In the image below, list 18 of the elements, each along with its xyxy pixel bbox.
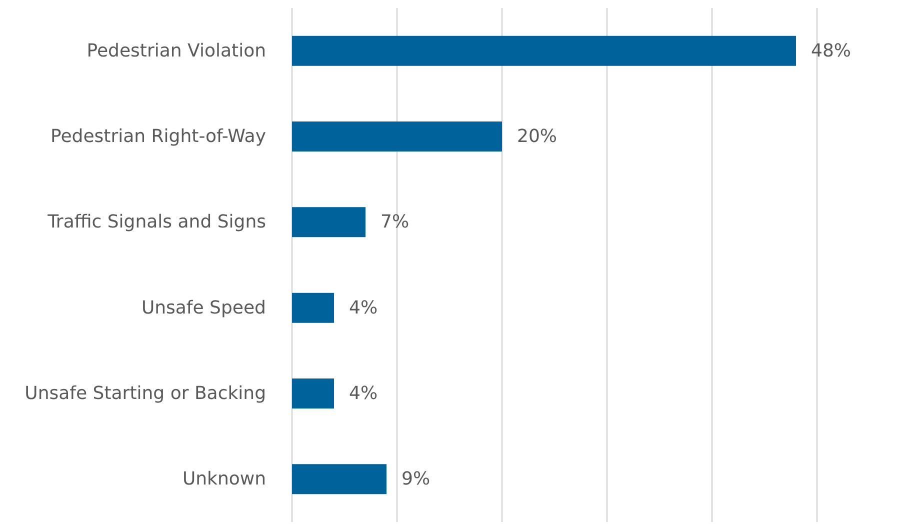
bar <box>292 122 502 152</box>
data-label: 4% <box>349 383 378 404</box>
data-label: 48% <box>811 40 852 62</box>
y-tick-label: Unsafe Starting or Backing <box>24 383 266 404</box>
bar <box>292 36 796 66</box>
data-label: 9% <box>402 468 430 490</box>
data-label: 4% <box>349 297 378 318</box>
y-tick-label: Traffic Signals and Signs <box>46 212 266 233</box>
y-tick-label: Pedestrian Violation <box>86 40 266 62</box>
data-label: 7% <box>380 212 410 233</box>
data-label: 20% <box>517 126 558 147</box>
y-tick-label: Pedestrian Right-of-Way <box>50 126 266 147</box>
bar <box>292 378 334 408</box>
bar <box>292 292 334 323</box>
bar <box>292 207 366 238</box>
y-tick-label: Unknown <box>182 468 266 490</box>
bar <box>292 464 386 494</box>
y-tick-label: Unsafe Speed <box>141 297 266 318</box>
